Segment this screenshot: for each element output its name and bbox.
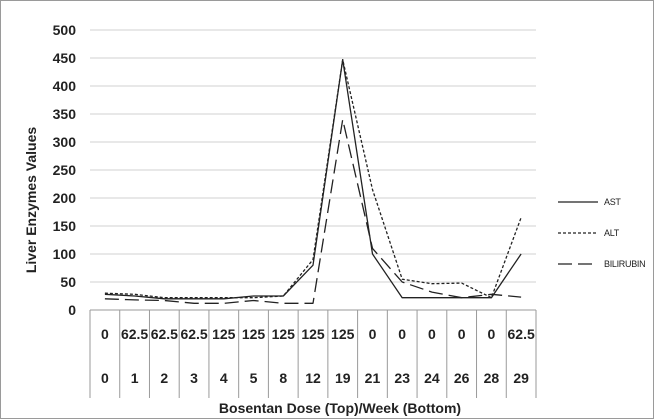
y-tick-label: 200 [53,190,77,206]
week-label: 2 [160,370,168,386]
week-label: 5 [250,370,258,386]
y-tick-label: 250 [53,162,77,178]
week-label: 29 [513,370,529,386]
week-label: 26 [454,370,470,386]
dose-label: 62.5 [151,326,178,342]
week-label: 0 [101,370,109,386]
series-line-ast [104,59,522,300]
dose-label: 0 [398,326,406,342]
series-line-bilirubin [104,118,522,304]
y-tick-label: 350 [53,106,77,122]
y-tick-label: 450 [53,50,77,66]
dose-label: 125 [331,326,355,342]
y-tick-label: 300 [53,134,77,150]
dose-label: 62.5 [508,326,535,342]
category-labels: 0 62.5 62.5 62.5 125 125 125 125 125 0 0 0 0 0 62.50 1 2… [101,326,535,386]
dose-label: 0 [369,326,377,342]
y-tick-label: 400 [53,78,77,94]
legend-label: BILIRUBIN [604,259,645,269]
x-axis-title: Bosentan Dose (Top)/Week (Bottom) [219,400,461,416]
y-tick-label: 500 [53,22,77,38]
dose-label: 0 [458,326,466,342]
dose-label: 0 [488,326,496,342]
dose-label: 125 [301,326,325,342]
series-lines [104,59,522,304]
week-label: 19 [335,370,351,386]
week-label: 8 [279,370,287,386]
series-line-alt [104,59,522,299]
week-label: 1 [131,370,139,386]
week-label: 21 [365,370,381,386]
y-tick-label: 0 [68,302,76,318]
week-label: 28 [484,370,500,386]
y-tick-label: 100 [53,246,77,262]
y-tick-label: 150 [53,218,77,234]
dose-label: 125 [212,326,236,342]
week-label: 24 [424,370,440,386]
category-table [89,310,537,398]
gridlines [90,29,536,311]
y-axis-title: Liver Enzymes Values [23,127,39,274]
week-label: 12 [305,370,321,386]
week-label: 23 [394,370,410,386]
dose-label: 125 [272,326,296,342]
legend-label: AST [604,197,621,207]
dose-label: 0 [101,326,109,342]
legend: AST ALT BILIRUBIN [558,197,646,269]
y-axis-ticks: 0 50 100 150 200 250 300 350 400 450 500 [53,22,77,318]
week-label: 4 [220,370,228,386]
legend-label: ALT [604,228,620,238]
dose-label: 0 [428,326,436,342]
dose-label: 62.5 [180,326,207,342]
dose-label: 62.5 [121,326,148,342]
y-tick-label: 50 [60,274,76,290]
week-label: 3 [190,370,198,386]
dose-label: 125 [242,326,266,342]
